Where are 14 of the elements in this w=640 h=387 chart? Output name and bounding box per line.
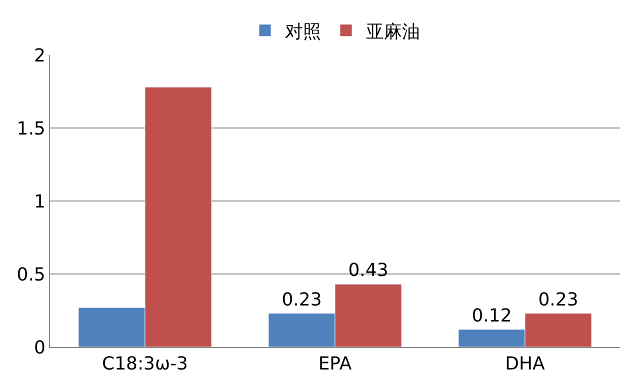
x-tick-label: DHA xyxy=(505,354,546,375)
y-tick-label: 1.5 xyxy=(16,118,46,140)
y-tick-label: 0 xyxy=(34,337,46,358)
x-tick-label: EPA xyxy=(318,354,352,375)
y-tick-label: 1 xyxy=(34,191,46,212)
legend-label: 亚麻油 xyxy=(366,21,420,42)
y-tick-label: 0.5 xyxy=(16,264,46,286)
data-label: 0.23 xyxy=(282,289,322,310)
data-label: 0.12 xyxy=(472,305,512,326)
x-tick-label: C18:3ω-3 xyxy=(102,354,188,375)
legend-label: 对照 xyxy=(285,21,321,42)
data-label: 0.23 xyxy=(538,289,578,310)
y-tick-label: 2 xyxy=(34,45,46,66)
data-label: 0.43 xyxy=(348,260,388,282)
